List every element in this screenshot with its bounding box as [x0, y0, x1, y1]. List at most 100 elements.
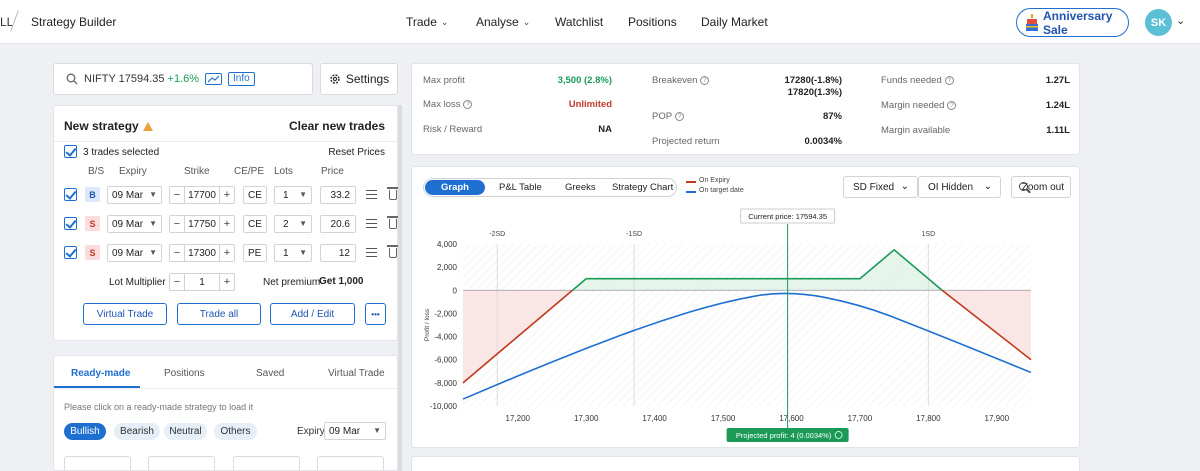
strategy-template-card[interactable]: [148, 456, 215, 470]
chevron-down-icon: ⌄: [440, 16, 449, 27]
strike-stepper[interactable]: −17300 +: [169, 244, 235, 262]
avatar[interactable]: SK: [1145, 9, 1172, 36]
projected-return-label: Projected return: [652, 136, 720, 147]
strategy-template-card[interactable]: [233, 456, 300, 470]
expiry-select[interactable]: 09 Mar ▼: [107, 186, 162, 204]
anniversary-sale-button[interactable]: Anniversary Sale: [1016, 8, 1129, 37]
help-icon[interactable]: ?: [463, 100, 473, 109]
active-tab-indicator: [54, 386, 140, 388]
nav-daily-market[interactable]: Daily Market: [701, 15, 768, 29]
breakeven-label: Breakeven?: [652, 75, 710, 86]
row-checkbox[interactable]: [64, 246, 77, 259]
settings-button[interactable]: Settings: [320, 63, 398, 95]
tab-positions[interactable]: Positions: [164, 368, 205, 379]
payoff-graph-card: Graph P&L Table Greeks Strategy Chart On…: [411, 166, 1080, 448]
nav-positions[interactable]: Positions: [628, 15, 677, 29]
tab-virtual-trade[interactable]: Virtual Trade: [328, 368, 385, 379]
expiry-select[interactable]: 09 Mar ▼: [107, 244, 162, 262]
option-type-toggle[interactable]: CE: [243, 186, 267, 204]
strike-value[interactable]: 17750: [184, 216, 220, 232]
nav-trade[interactable]: Trade ⌄: [406, 15, 448, 29]
price-input[interactable]: 33.2: [320, 186, 356, 204]
tab-saved[interactable]: Saved: [256, 368, 285, 379]
help-icon[interactable]: ?: [947, 101, 957, 110]
x-tick-label: 17,900: [985, 414, 1010, 423]
trash-icon[interactable]: [387, 187, 398, 200]
tab-greeks[interactable]: Greeks: [565, 182, 596, 193]
virtual-trade-button[interactable]: Virtual Trade: [83, 303, 167, 325]
lots-select[interactable]: 1 ▼: [274, 244, 312, 262]
help-icon[interactable]: ?: [700, 76, 710, 85]
buy-sell-toggle[interactable]: S: [85, 245, 100, 260]
info-button[interactable]: Info: [228, 72, 255, 86]
ready-made-expiry-select[interactable]: 09 Mar ▼: [324, 422, 386, 440]
strike-stepper[interactable]: −17750 +: [169, 215, 235, 233]
option-type-toggle[interactable]: PE: [243, 244, 267, 262]
price-input[interactable]: 20.6: [320, 215, 356, 233]
pop-label-text: POP: [652, 111, 673, 122]
trade-all-button[interactable]: Trade all: [177, 303, 261, 325]
plus-icon[interactable]: +: [223, 276, 231, 288]
lot-multiplier-value[interactable]: 1: [184, 274, 220, 290]
expiry-select[interactable]: 09 Mar ▼: [107, 215, 162, 233]
price-input[interactable]: 12: [320, 244, 356, 262]
zoom-out-button[interactable]: Zoom out: [1011, 176, 1071, 198]
strike-value[interactable]: 17700: [184, 187, 220, 203]
select-all-checkbox[interactable]: [64, 145, 77, 158]
payoff-chart[interactable]: -2SD -1SD 1SD 4,000 2,000 0 -2,000 -4,000 -6,000…: [412, 167, 1081, 449]
oi-select[interactable]: OI Hidden ⌄: [918, 176, 1001, 198]
row-checkbox[interactable]: [64, 217, 77, 230]
menu-icon[interactable]: [366, 248, 377, 257]
tab-graph[interactable]: Graph: [425, 180, 485, 195]
tab-pl-table[interactable]: P&L Table: [499, 182, 542, 193]
sd-label: -1SD: [626, 231, 642, 238]
tab-ready-made[interactable]: Ready-made: [71, 368, 131, 379]
menu-icon[interactable]: [366, 219, 377, 228]
nav-analyse[interactable]: Analyse ⌄: [476, 15, 530, 29]
strategy-title-text: New strategy: [64, 119, 139, 133]
buy-sell-toggle[interactable]: B: [85, 187, 100, 202]
strike-stepper[interactable]: −17700 +: [169, 186, 235, 204]
help-icon[interactable]: ?: [675, 112, 685, 121]
tab-strategy-chart[interactable]: Strategy Chart: [612, 182, 674, 193]
legend-swatch-expiry: [686, 181, 696, 183]
plus-icon[interactable]: +: [223, 247, 231, 259]
add-edit-button[interactable]: Add / Edit: [270, 303, 355, 325]
trash-icon[interactable]: [387, 216, 398, 229]
option-type-toggle[interactable]: CE: [243, 215, 267, 233]
trash-icon[interactable]: [387, 245, 398, 258]
row-checkbox[interactable]: [64, 188, 77, 201]
lot-multiplier-stepper[interactable]: −1 +: [169, 273, 235, 291]
minus-icon[interactable]: −: [173, 276, 181, 288]
chart-trend-icon[interactable]: [205, 73, 223, 85]
menu-icon[interactable]: [366, 190, 377, 199]
minus-icon[interactable]: −: [173, 189, 181, 201]
clear-new-trades-button[interactable]: Clear new trades: [288, 119, 385, 133]
nav-watchlist[interactable]: Watchlist: [555, 15, 603, 29]
y-tick-label: -8,000: [434, 379, 457, 388]
strike-value[interactable]: 17300: [184, 245, 220, 261]
breadcrumb-previous[interactable]: LL: [0, 15, 14, 29]
buy-sell-toggle[interactable]: S: [85, 216, 100, 231]
filter-others[interactable]: Others: [214, 423, 257, 440]
strategy-template-card[interactable]: [64, 456, 131, 470]
sd-select[interactable]: SD Fixed ⌄: [843, 176, 918, 198]
minus-icon[interactable]: −: [173, 247, 181, 259]
chevron-down-icon[interactable]: ⌄: [1176, 15, 1186, 27]
filter-bearish[interactable]: Bearish: [114, 423, 160, 440]
lots-select[interactable]: 1 ▼: [274, 186, 312, 204]
scrollbar[interactable]: [398, 105, 402, 471]
bottom-panel: [411, 456, 1080, 471]
lots-select[interactable]: 2 ▼: [274, 215, 312, 233]
filter-neutral[interactable]: Neutral: [164, 423, 207, 440]
minus-icon[interactable]: −: [173, 218, 181, 230]
help-icon[interactable]: ?: [944, 76, 954, 85]
zoom-out-icon: [1019, 182, 1028, 191]
reset-prices-button[interactable]: Reset Prices: [328, 147, 385, 158]
strategy-template-card[interactable]: [317, 456, 384, 470]
plus-icon[interactable]: +: [223, 218, 231, 230]
filter-bullish[interactable]: Bullish: [64, 423, 106, 440]
search-input[interactable]: NIFTY 17594.35 +1.6% Info: [53, 63, 313, 95]
more-options-button[interactable]: •••: [365, 303, 386, 325]
plus-icon[interactable]: +: [223, 189, 231, 201]
